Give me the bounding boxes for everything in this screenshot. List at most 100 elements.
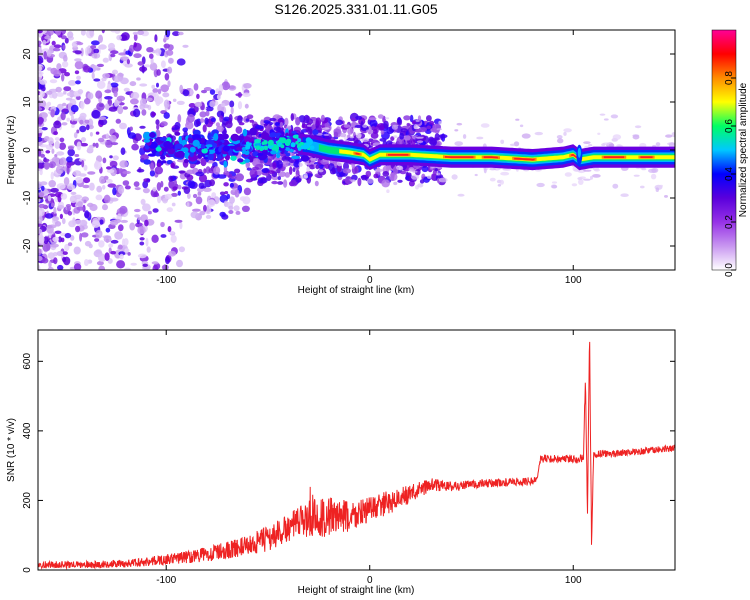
noise-blob: [228, 205, 234, 210]
noise-blob: [163, 43, 171, 49]
noise-blob: [238, 122, 245, 126]
noise-blob: [74, 219, 83, 225]
noise-blob: [99, 219, 104, 225]
noise-blob: [168, 57, 174, 64]
noise-blob: [120, 56, 129, 61]
noise-blob: [61, 102, 67, 107]
noise-blob: [125, 50, 131, 55]
noise-blob: [41, 185, 45, 192]
noise-blob: [200, 118, 205, 123]
noise-blob: [322, 127, 330, 130]
noise-blob: [165, 256, 170, 265]
noise-blob: [612, 183, 619, 189]
noise-blob: [151, 84, 155, 89]
noise-blob: [74, 60, 84, 70]
noise-blob: [634, 125, 642, 129]
noise-blob: [254, 124, 264, 130]
noise-blob: [61, 122, 68, 126]
noise-blob: [160, 234, 167, 238]
noise-blob: [38, 162, 45, 169]
noise-blob: [272, 161, 277, 170]
ridge-hot-red: [355, 152, 360, 155]
noise-blob: [171, 127, 178, 131]
noise-blob: [104, 252, 110, 261]
noise-blob: [515, 118, 520, 121]
noise-blob: [195, 196, 203, 205]
colorbar-ticks: 0.00.20.40.60.8: [711, 29, 737, 277]
noise-blob: [171, 192, 178, 197]
noise-blob: [90, 45, 97, 49]
spectrogram-y-ticks: -20 -10 0 10 20: [22, 48, 675, 253]
noise-blob: [273, 126, 281, 132]
noise-blob: [151, 234, 159, 243]
energy-blob: [242, 128, 248, 137]
noise-blob: [98, 137, 105, 143]
energy-blob: [183, 158, 189, 164]
noise-blob: [632, 134, 640, 138]
energy-blob: [237, 158, 244, 163]
noise-blob: [417, 183, 424, 188]
energy-blob: [217, 153, 222, 160]
noise-blob: [242, 92, 251, 98]
noise-blob: [137, 61, 144, 66]
noise-blob: [75, 176, 84, 184]
snr-y-label: SNR (10 * v/v): [6, 418, 17, 482]
noise-blob: [55, 86, 62, 93]
noise-blob: [51, 40, 56, 46]
noise-blob: [53, 131, 58, 136]
noise-blob: [141, 109, 147, 116]
noise-blob: [52, 236, 60, 242]
noise-blob: [154, 166, 163, 175]
noise-blob: [95, 142, 99, 148]
noise-blob: [113, 75, 122, 83]
noise-blob: [142, 180, 149, 189]
noise-blob: [339, 133, 347, 138]
energy-blob-bright: [297, 147, 302, 151]
noise-blob: [56, 92, 64, 97]
noise-blob: [46, 90, 53, 95]
noise-blob: [167, 80, 171, 88]
noise-blob: [497, 184, 502, 187]
noise-blob: [226, 193, 231, 200]
noise-blob: [129, 222, 136, 231]
noise-blob: [139, 241, 145, 246]
noise-blob: [271, 180, 278, 185]
noise-blob: [95, 229, 103, 239]
noise-blob: [351, 174, 358, 181]
noise-blob: [193, 83, 199, 91]
noise-blob: [116, 34, 122, 41]
noise-blob: [110, 142, 119, 146]
noise-blob: [91, 109, 101, 119]
noise-blob: [71, 41, 78, 48]
noise-blob: [203, 204, 207, 212]
noise-blob: [105, 227, 111, 233]
ridge-feature-core: [577, 147, 581, 158]
noise-blob: [519, 124, 524, 128]
noise-blob: [97, 116, 107, 121]
noise-blob: [82, 177, 91, 184]
spectrogram-y-tick-label: -10: [22, 190, 33, 205]
noise-blob: [156, 182, 162, 191]
energy-blob: [143, 159, 151, 165]
energy-blob: [159, 137, 169, 142]
noise-blob: [355, 115, 363, 120]
snr-y-tick-label: 200: [22, 492, 33, 509]
noise-blob: [66, 117, 70, 122]
noise-blob: [366, 178, 374, 184]
noise-blob: [38, 223, 43, 227]
noise-blob: [621, 168, 627, 171]
noise-blob: [218, 84, 224, 93]
noise-blob: [551, 184, 558, 189]
noise-blob: [131, 143, 139, 151]
noise-blob: [76, 141, 82, 151]
noise-blob: [130, 262, 137, 266]
noise-blob: [38, 55, 44, 65]
noise-blob: [74, 154, 80, 157]
noise-blob: [434, 133, 440, 141]
noise-blob: [134, 187, 141, 191]
noise-blob: [61, 73, 65, 82]
spectrogram-y-label: Frequency (Hz): [6, 116, 17, 185]
energy-blob: [270, 150, 277, 155]
snr-line: [38, 341, 675, 570]
noise-blob: [324, 122, 330, 129]
